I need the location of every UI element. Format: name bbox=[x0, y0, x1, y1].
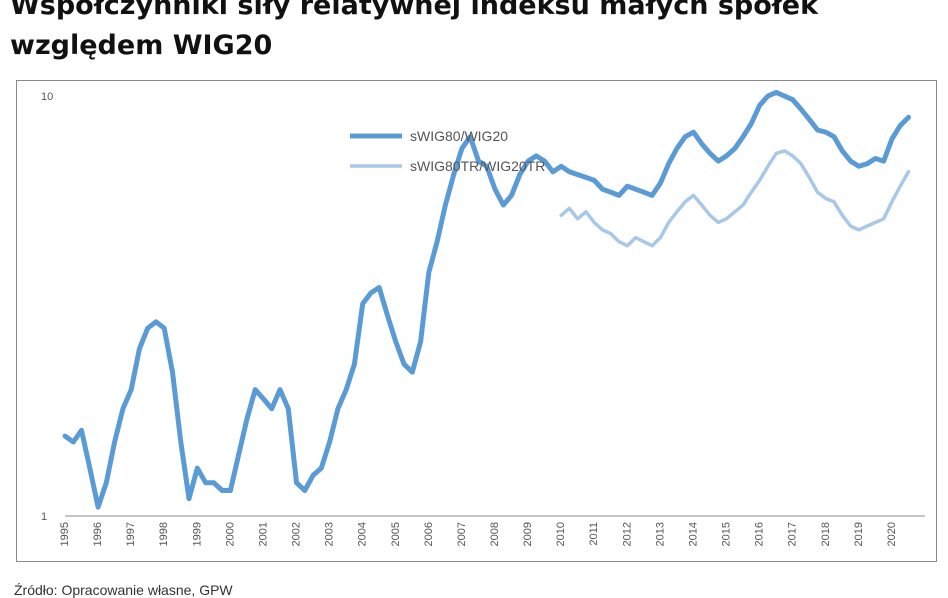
chart-title: Współczynniki siły relatywnej indeksu ma… bbox=[10, 0, 819, 61]
x-tick-label-2017: 2017 bbox=[787, 522, 799, 546]
x-tick-label-2018: 2018 bbox=[820, 522, 832, 546]
chart-frame: 1 10 1995 1996 1997 1998 1999 2000 2001 2002 2003… bbox=[16, 80, 937, 562]
x-tick-label-2001: 2001 bbox=[257, 522, 269, 546]
x-tick-label-2005: 2005 bbox=[390, 522, 402, 546]
x-tick-label-2013: 2013 bbox=[654, 522, 666, 546]
x-tick-label-1995: 1995 bbox=[59, 522, 71, 546]
x-tick-label-1996: 1996 bbox=[92, 522, 104, 546]
x-tick-label-2010: 2010 bbox=[555, 522, 567, 546]
x-tick-label-2016: 2016 bbox=[754, 522, 766, 546]
x-tick-label-2007: 2007 bbox=[456, 522, 468, 546]
x-tick-label-2014: 2014 bbox=[687, 522, 699, 546]
series-layer bbox=[62, 89, 911, 510]
x-tick-label-2011: 2011 bbox=[588, 522, 600, 546]
legend-label-1: sWIG80/WIG20 bbox=[410, 128, 508, 144]
source-note: Źródło: Opracowanie własne, GPW bbox=[14, 582, 233, 598]
x-tick-label-2003: 2003 bbox=[324, 522, 336, 546]
x-tick-label-2008: 2008 bbox=[489, 522, 501, 546]
x-tick-label-2002: 2002 bbox=[291, 522, 303, 546]
x-tick-label-2009: 2009 bbox=[522, 522, 534, 546]
legend: sWIG80/WIG20 sWIG80TR/WIG20TR bbox=[350, 128, 545, 174]
x-tick-label-2000: 2000 bbox=[224, 522, 236, 546]
x-tick-label-2006: 2006 bbox=[423, 522, 435, 546]
y-tick-label-1: 10 bbox=[41, 91, 53, 103]
y-axis: 1 10 bbox=[41, 91, 53, 523]
x-tick-label-2019: 2019 bbox=[853, 522, 865, 546]
y-tick-label-0: 1 bbox=[41, 511, 47, 523]
x-tick-label-2004: 2004 bbox=[357, 522, 369, 546]
x-tick-label-2020: 2020 bbox=[886, 522, 898, 546]
x-tick-label-1997: 1997 bbox=[125, 522, 137, 546]
series-line-1 bbox=[62, 89, 911, 510]
line-chart: 1 10 1995 1996 1997 1998 1999 2000 2001 2002 2003… bbox=[41, 89, 925, 546]
legend-label-2: sWIG80TR/WIG20TR bbox=[410, 158, 545, 174]
x-tick-label-1999: 1999 bbox=[191, 522, 203, 546]
series-line-2 bbox=[559, 149, 911, 248]
x-tick-label-2015: 2015 bbox=[721, 522, 733, 546]
x-tick-label-1998: 1998 bbox=[158, 522, 170, 546]
x-axis: 1995 1996 1997 1998 1999 2000 2001 2002 2003 2004… bbox=[59, 515, 925, 546]
x-tick-label-2012: 2012 bbox=[621, 522, 633, 546]
